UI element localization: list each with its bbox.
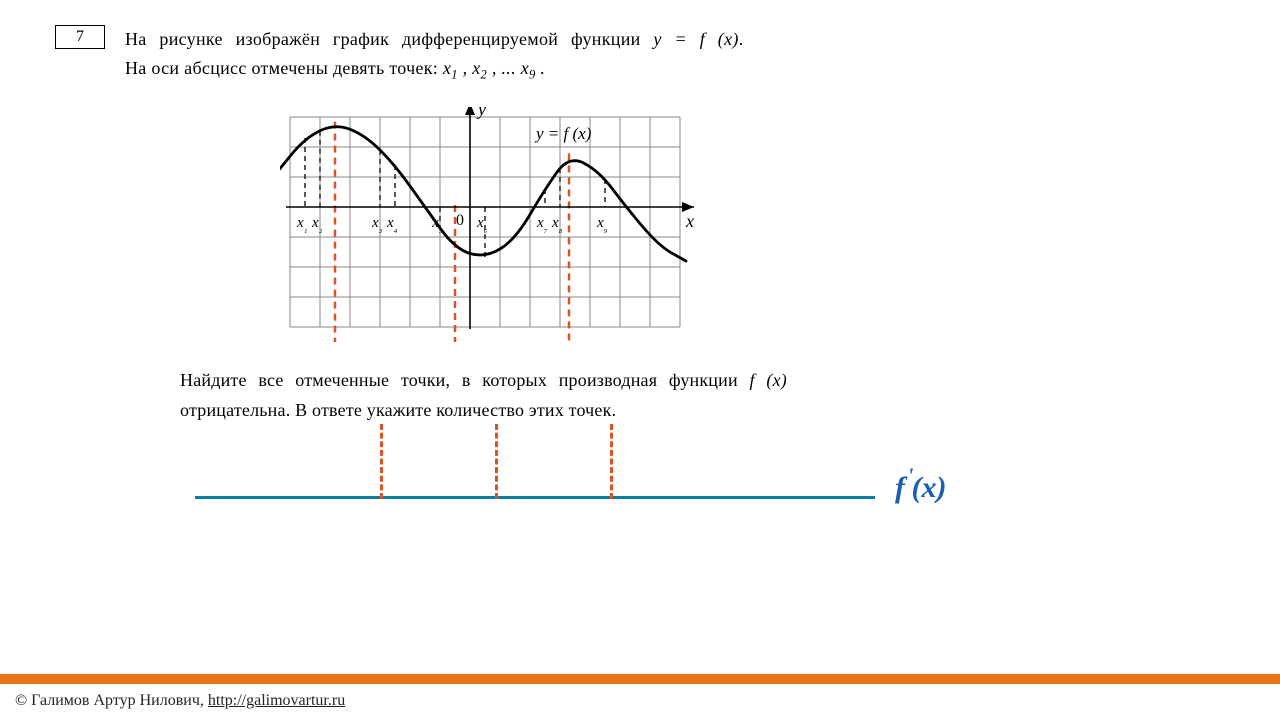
problem-header: 7 На рисунке изображён график дифференци… [55,25,1240,85]
svg-text:x₈: x₈ [551,215,563,234]
problem-statement: На рисунке изображён график дифференциру… [125,25,744,85]
derivative-label: f '(x) [895,471,947,505]
svg-text:x₇: x₇ [536,215,548,234]
svg-text:x₄: x₄ [386,215,398,234]
svg-text:x₉: x₉ [596,215,608,234]
dash-line [610,424,613,499]
text: отрицательна. В ответе укажите количеств… [180,395,1240,426]
footer-link[interactable]: http://galimovartur.ru [208,692,345,709]
text: Найдите все отмеченные точки, в которых … [180,370,750,390]
footer-bar [0,674,1280,684]
dash-line [495,424,498,499]
svg-text:x₁: x₁ [296,215,308,234]
dash-line [380,424,383,499]
problem-number: 7 [55,25,105,49]
svg-text:y: y [476,107,486,119]
function-label: y = f (x) [653,29,738,49]
number-line [195,496,875,499]
copyright: © Галимов Артур Нилович, http://galimova… [0,684,1280,720]
text: На рисунке изображён график дифференциру… [125,29,653,49]
svg-text:x: x [685,211,694,231]
chart: y x 0 y = f (x) x₁x₂ x₃x₄ x₅ x₆ x₇x₈ x₉ [280,107,1240,347]
svg-text:0: 0 [456,212,464,229]
question: Найдите все отмеченные точки, в которых … [180,365,1240,426]
svg-text:x₆: x₆ [476,215,488,234]
svg-text:x₃: x₃ [371,215,383,234]
svg-text:x₅: x₅ [431,215,443,234]
text: На оси абсцисс отмечены девять точек: [125,58,443,78]
function-label: f (x) [750,370,787,390]
svg-text:y = f (x): y = f (x) [534,124,592,143]
annotation: f '(x) [195,456,1240,526]
svg-text:x₂: x₂ [311,215,323,234]
footer: © Галимов Артур Нилович, http://galimova… [0,674,1280,720]
points-list: x1 , x2 , ... x9 . [443,58,545,78]
